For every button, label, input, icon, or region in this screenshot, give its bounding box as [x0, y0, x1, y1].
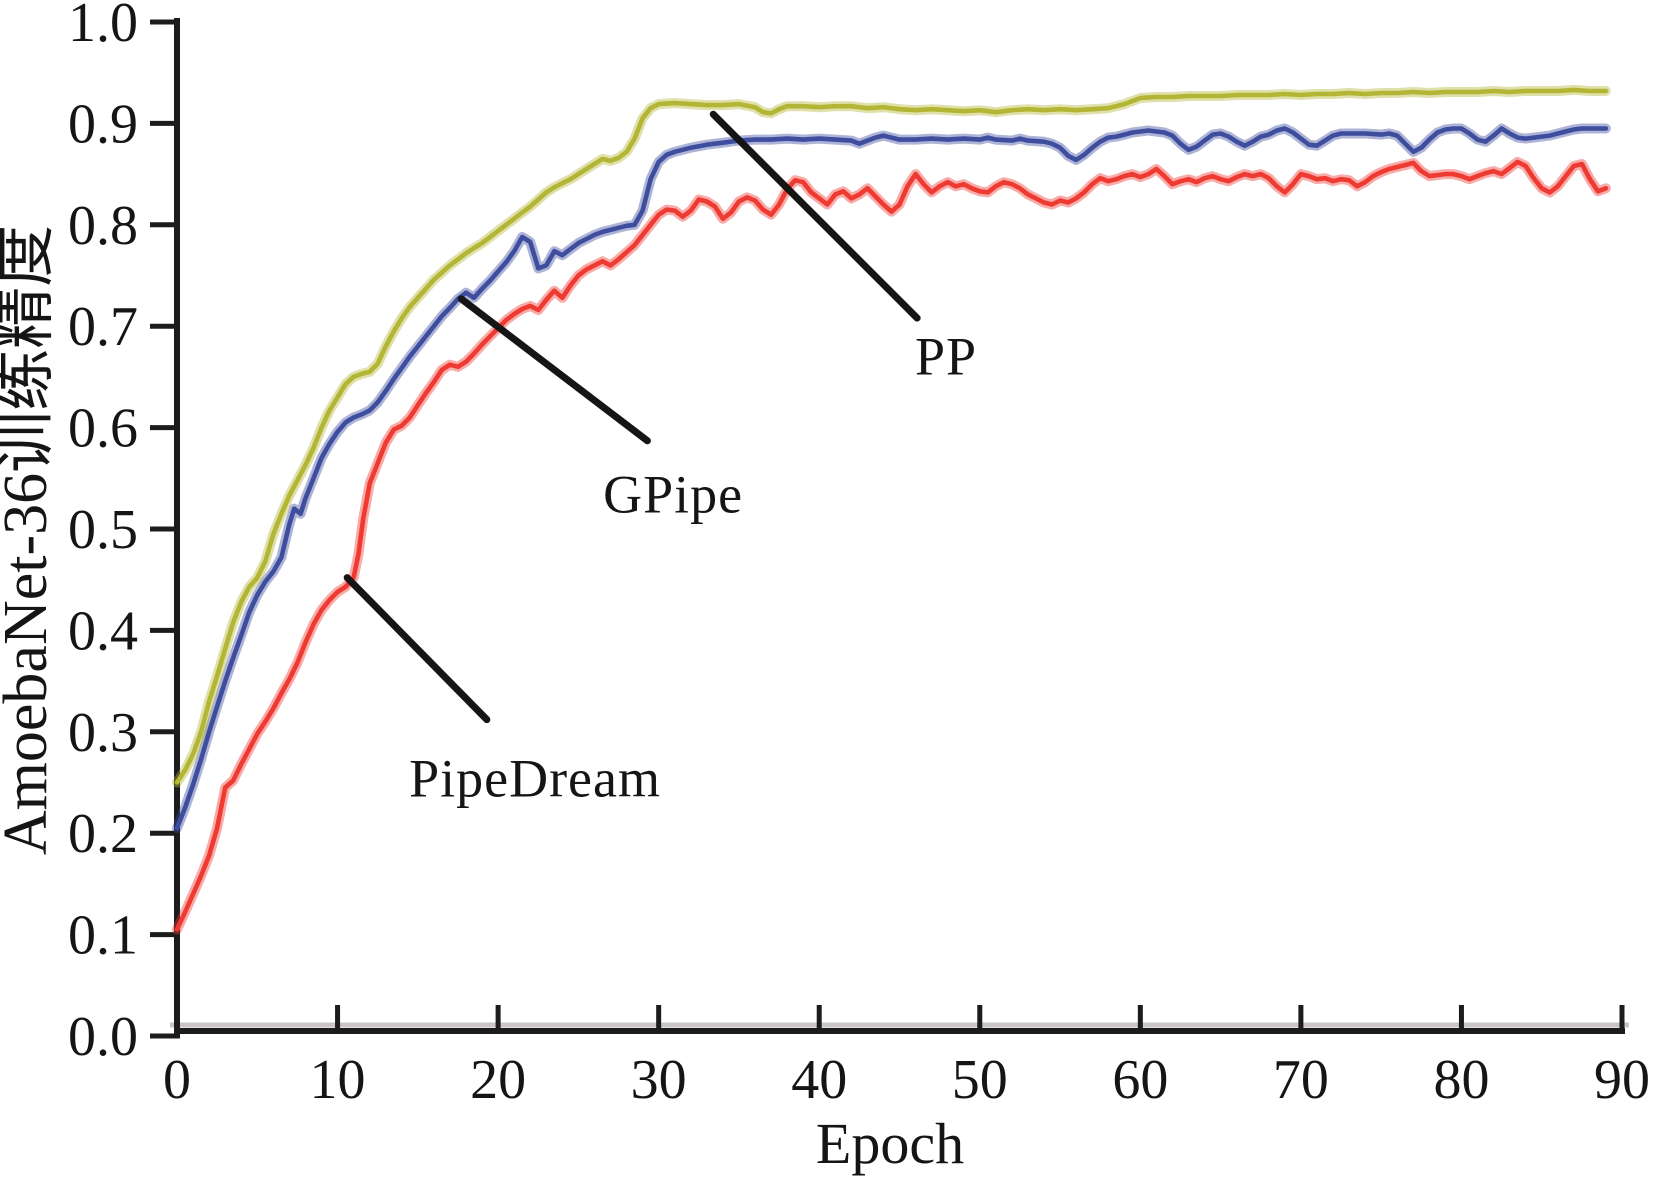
y-tick-label: 0.1 [68, 905, 138, 967]
series-line-pp [174, 87, 1609, 785]
x-tick-label: 80 [1433, 1049, 1489, 1111]
y-tick-label: 0.0 [68, 1006, 138, 1068]
y-tick-label: 0.2 [68, 803, 138, 865]
annotation-label-pp: PP [915, 327, 977, 387]
y-tick-label: 0.7 [68, 296, 138, 358]
x-tick-label: 60 [1112, 1049, 1168, 1111]
axes: 0 10 20 30 40 50 60 70 80 90 0.0 0.1 0.2 0.3 0.4 0.5 0.6… [68, 0, 1650, 1111]
y-axis-label: AmoebaNet-36训练精度 [0, 225, 60, 855]
annotations: PP GPipe PipeDream [343, 110, 977, 808]
annotation-label-gpipe: GPipe [603, 465, 743, 525]
x-tick-label: 30 [631, 1049, 687, 1111]
x-tick-label: 20 [470, 1049, 526, 1111]
x-tick-label: 90 [1594, 1049, 1650, 1111]
x-tick-label: 70 [1273, 1049, 1329, 1111]
annotation-label-pipedream: PipeDream [409, 748, 661, 808]
annotation-line-pp [709, 110, 921, 322]
series-halo-pipedream [172, 156, 1611, 935]
y-tick-label: 0.3 [68, 702, 138, 764]
series-lines [172, 84, 1611, 935]
x-tick-label: 0 [163, 1049, 191, 1111]
series-line-pipedream [174, 159, 1609, 932]
series-halo-gpipe [172, 123, 1611, 834]
y-tick-label: 0.4 [68, 600, 138, 662]
annotation-line-pipedream [343, 574, 491, 724]
series-line-gpipe [174, 126, 1609, 831]
y-tick-label: 0.8 [68, 195, 138, 257]
x-axis-label: Epoch [816, 1111, 964, 1176]
y-tick-label: 0.5 [68, 499, 138, 561]
y-tick-label: 0.6 [68, 398, 138, 460]
x-tick-label: 40 [791, 1049, 847, 1111]
x-tick-label: 10 [310, 1049, 366, 1111]
y-tick-label: 0.9 [68, 93, 138, 155]
annotation-line-gpipe [457, 295, 651, 445]
x-tick-label: 50 [952, 1049, 1008, 1111]
y-tick-label: 1.0 [68, 0, 138, 54]
